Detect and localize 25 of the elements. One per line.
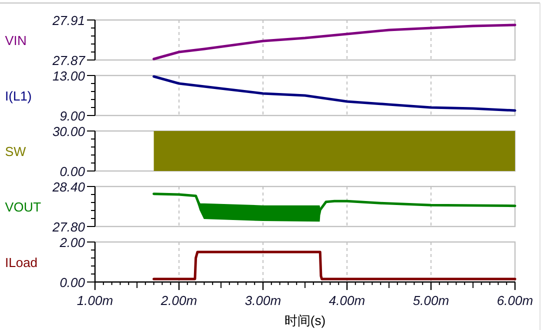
y-tick-label: 27.87	[51, 53, 86, 68]
text: VIN	[5, 33, 27, 48]
text: ILoad	[5, 255, 38, 270]
text: SW	[5, 144, 27, 159]
line-series	[152, 75, 516, 112]
text: VOUT	[5, 200, 42, 214]
x-tick-label: 5.00m	[412, 293, 450, 308]
line-series	[152, 24, 516, 60]
text: I(L1)	[5, 88, 32, 104]
y-tick-label: 30.00	[52, 124, 86, 139]
y-tick-label: 27.80	[51, 220, 86, 234]
x-axis-title: 时间(s)	[284, 313, 326, 328]
x-tick-label: 6.00m	[496, 293, 534, 308]
y-tick-label: 27.91	[51, 13, 85, 28]
y-tick-label: 2.00	[58, 235, 86, 250]
x-tick-label: 2.00m	[160, 293, 198, 308]
y-tick-label: 28.40	[51, 180, 86, 194]
x-tick-label: 3.00m	[244, 293, 282, 308]
y-tick-label: 13.00	[52, 68, 86, 84]
line-series	[152, 250, 516, 280]
y-tick-label: 0.00	[60, 164, 86, 179]
x-tick-label: 4.00m	[328, 293, 366, 308]
y-tick-label: 9.00	[60, 108, 86, 124]
y-tick-label: 0.00	[60, 275, 86, 290]
x-tick-label: 1.00m	[76, 293, 114, 308]
